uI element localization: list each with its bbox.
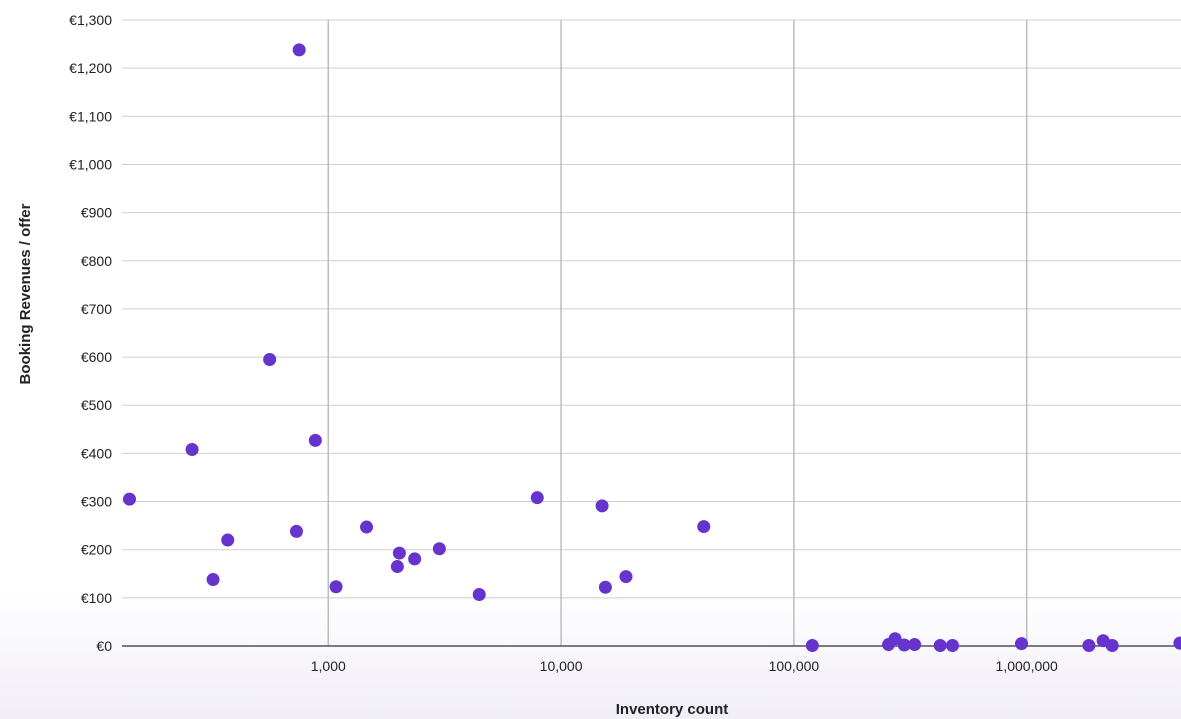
- y-tick-label: €1,200: [69, 60, 112, 76]
- data-point: [391, 560, 404, 573]
- y-tick-label: €1,100: [69, 108, 112, 124]
- data-point: [1106, 639, 1119, 652]
- data-point: [473, 588, 486, 601]
- data-point: [1173, 637, 1181, 650]
- data-point: [1015, 637, 1028, 650]
- data-point: [599, 581, 612, 594]
- grid-layer: [122, 20, 1181, 646]
- x-tick-label: 10,000: [540, 658, 583, 674]
- data-point: [221, 534, 234, 547]
- data-point: [908, 638, 921, 651]
- y-tick-label: €400: [81, 445, 112, 461]
- y-tick-labels: €0 €100 €200 €300 €400 €500 €600 €700 €800 €900 €1…: [69, 12, 112, 654]
- data-point: [433, 542, 446, 555]
- data-point: [330, 580, 343, 593]
- y-tick-label: €1,000: [69, 156, 112, 172]
- x-tick-label: 100,000: [769, 658, 820, 674]
- y-axis-title: Booking Revenues / offer: [17, 203, 34, 384]
- data-points: [123, 43, 1181, 652]
- data-point: [207, 573, 220, 586]
- y-tick-label: €1,300: [69, 12, 112, 28]
- data-point: [934, 639, 947, 652]
- data-point: [293, 43, 306, 56]
- x-tick-label: 1,000,000: [996, 658, 1058, 674]
- data-point: [123, 493, 136, 506]
- data-point: [806, 639, 819, 652]
- data-point: [946, 639, 959, 652]
- data-point: [408, 552, 421, 565]
- data-point: [1082, 639, 1095, 652]
- data-point: [697, 520, 710, 533]
- data-point: [596, 499, 609, 512]
- x-tick-labels: 1,000 10,000 100,000 1,000,000: [311, 658, 1058, 674]
- data-point: [393, 547, 406, 560]
- y-tick-label: €500: [81, 397, 112, 413]
- y-tick-label: €800: [81, 253, 112, 269]
- x-tick-label: 1,000: [311, 658, 346, 674]
- y-tick-label: €100: [81, 590, 112, 606]
- data-point: [360, 521, 373, 534]
- data-point: [531, 491, 544, 504]
- y-tick-label: €0: [96, 638, 112, 654]
- data-point: [309, 434, 322, 447]
- y-tick-label: €700: [81, 301, 112, 317]
- data-point: [263, 353, 276, 366]
- data-point: [186, 443, 199, 456]
- y-tick-label: €300: [81, 494, 112, 510]
- data-point: [619, 570, 632, 583]
- x-axis-title: Inventory count: [616, 701, 729, 718]
- y-tick-label: €200: [81, 542, 112, 558]
- data-point: [290, 525, 303, 538]
- y-tick-label: €600: [81, 349, 112, 365]
- y-tick-label: €900: [81, 205, 112, 221]
